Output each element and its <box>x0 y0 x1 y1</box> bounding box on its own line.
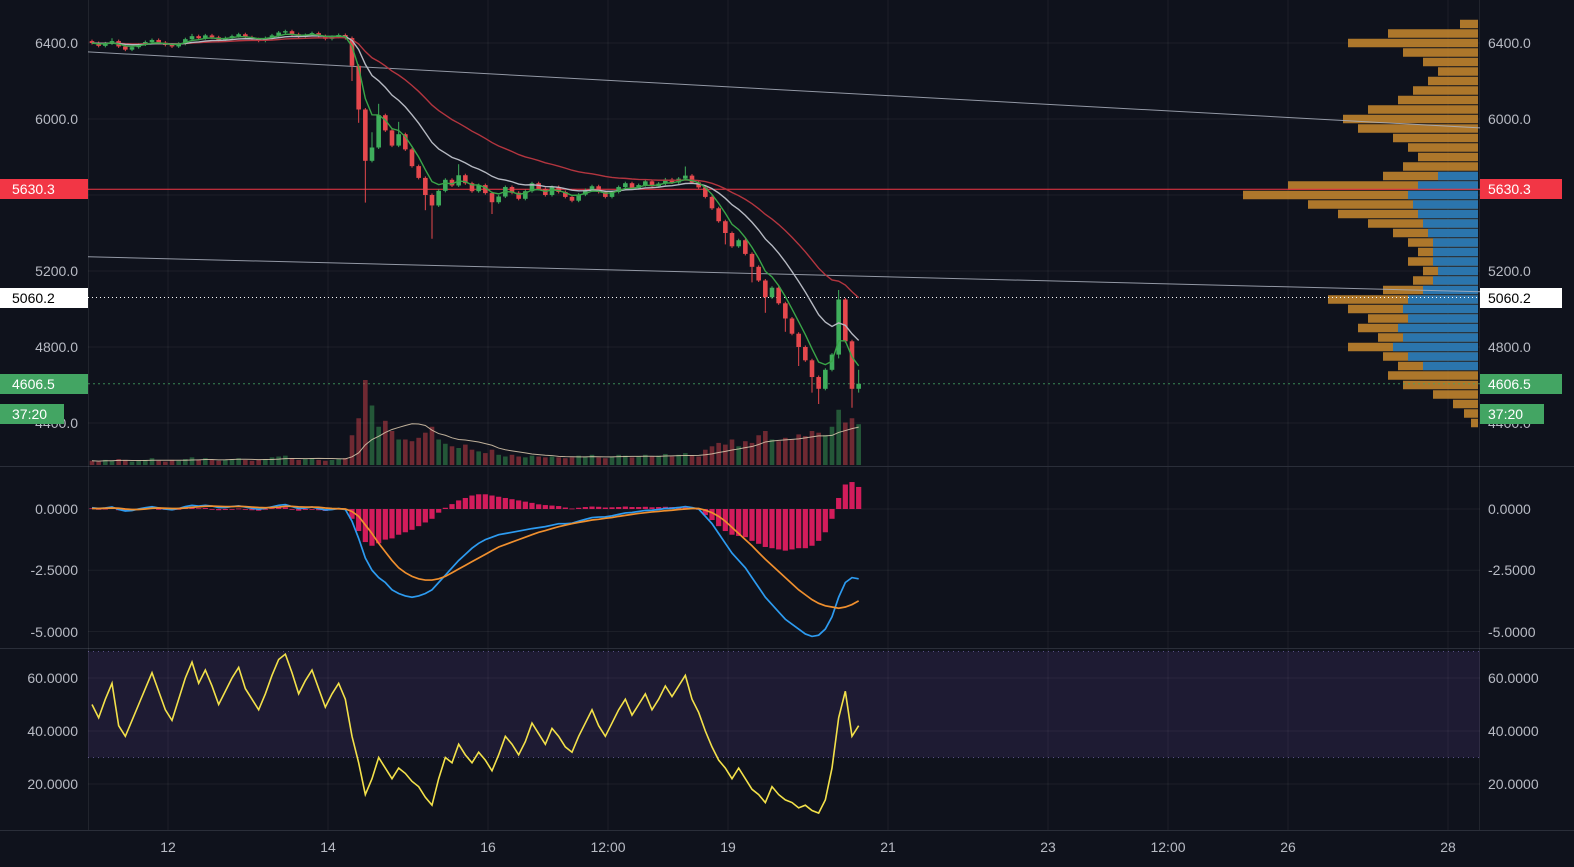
time-tick-label: 21 <box>880 839 896 855</box>
time-tick-label: 12:00 <box>1150 839 1186 855</box>
macd-tick-label: -5.0000 <box>30 623 78 640</box>
price-tick-label: 6400.0 <box>1488 35 1531 51</box>
price-scale-right[interactable]: 6400.06000.05200.04800.04400.00.0000-2.5… <box>1480 0 1574 831</box>
level-badge-dotted-right: 5060.2 <box>1480 287 1562 308</box>
rsi-tick-label: 20.0000 <box>1488 776 1539 792</box>
bar-countdown-badge-left: 37:20 <box>0 403 64 424</box>
price-tick-label: 5200.0 <box>1488 263 1531 279</box>
rsi-tick-label: 40.0000 <box>27 723 78 739</box>
price-tick-label: 4800.0 <box>35 339 78 355</box>
volume-profile <box>1243 19 1478 428</box>
price-tick-label: 5200.0 <box>35 263 78 279</box>
level-badge-resistance-right: 5630.3 <box>1480 179 1562 200</box>
time-tick-label: 19 <box>720 839 736 855</box>
level-lines[interactable] <box>88 188 1480 385</box>
level-badge-dotted-left: 5060.2 <box>0 287 88 308</box>
price-tick-label: 6400.0 <box>35 35 78 51</box>
rsi-tick-label: 60.0000 <box>1488 670 1539 686</box>
rsi-line <box>91 652 860 815</box>
time-scale[interactable]: 12 14 16 12:00 19 21 23 12:00 26 28 <box>0 831 1574 867</box>
trend-lines[interactable] <box>87 51 1481 293</box>
ma-fast-line <box>91 33 860 367</box>
price-scale-left[interactable]: 6400.06000.05200.04800.04400.00.0000-2.5… <box>0 0 88 831</box>
time-tick-label: 16 <box>480 839 496 855</box>
bar-countdown-badge-right: 37:20 <box>1480 403 1544 424</box>
time-tick-label: 12:00 <box>590 839 626 855</box>
time-tick-label: 12 <box>160 839 176 855</box>
macd-tick-label: 0.0000 <box>1488 501 1531 517</box>
panel-dividers[interactable] <box>0 0 1574 831</box>
volume-bars <box>89 380 861 465</box>
rsi-tick-label: 60.0000 <box>27 670 78 686</box>
ma-slow-line <box>91 36 860 299</box>
macd-histogram <box>89 482 862 551</box>
macd-line <box>91 503 859 638</box>
rsi-tick-label: 40.0000 <box>1488 723 1539 739</box>
volume-ma-line <box>91 423 859 462</box>
macd-tick-label: 0.0000 <box>35 501 78 517</box>
last-price-badge-left: 4606.5 <box>0 373 88 394</box>
time-tick-label: 26 <box>1280 839 1296 855</box>
time-tick-label: 14 <box>320 839 336 855</box>
time-tick-label: 23 <box>1040 839 1056 855</box>
ma-mid-line <box>91 35 860 341</box>
last-price-badge-right: 4606.5 <box>1480 373 1562 394</box>
macd-tick-label: -2.5000 <box>30 562 78 579</box>
macd-signal-line <box>92 505 860 610</box>
price-tick-label: 6000.0 <box>35 111 78 127</box>
price-tick-label: 4800.0 <box>1488 339 1531 355</box>
macd-tick-label: -2.5000 <box>1488 562 1536 579</box>
price-tick-label: 6000.0 <box>1488 111 1531 127</box>
rsi-tick-label: 20.0000 <box>27 776 78 792</box>
rsi-band <box>88 651 1480 758</box>
time-tick-label: 28 <box>1440 839 1456 855</box>
macd-tick-label: -5.0000 <box>1488 623 1536 640</box>
level-badge-resistance-left: 5630.3 <box>0 179 88 200</box>
candles[interactable] <box>89 29 861 408</box>
